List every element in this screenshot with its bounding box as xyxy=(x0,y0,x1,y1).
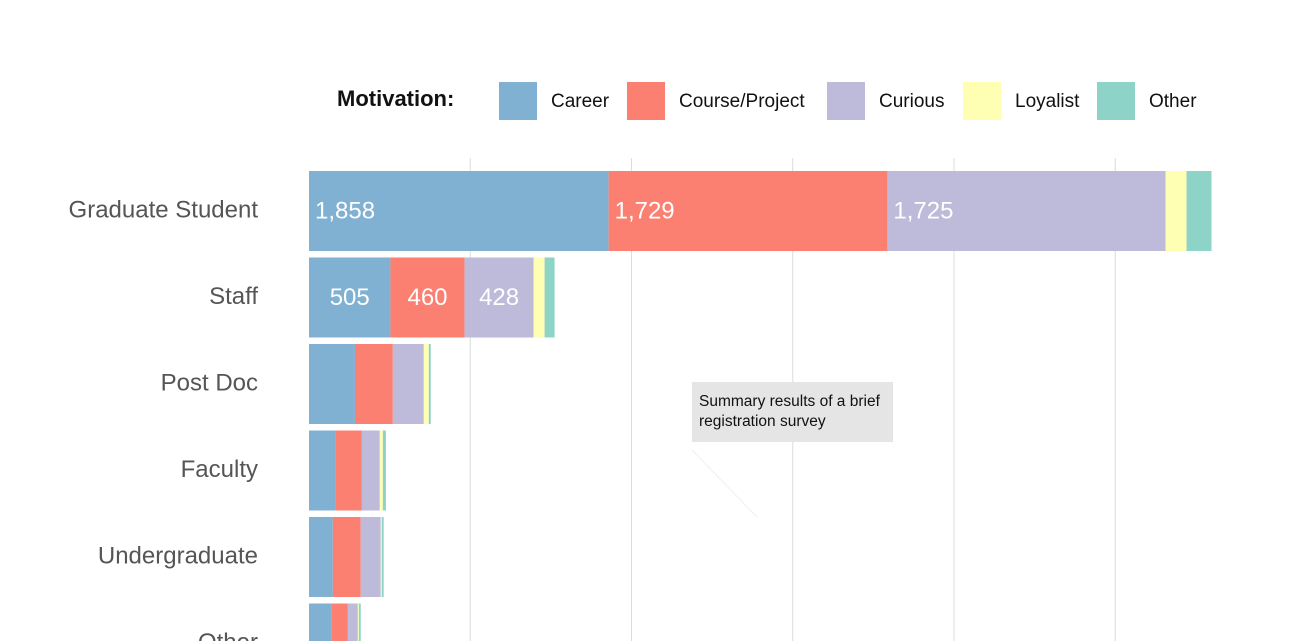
data-label: 428 xyxy=(479,284,519,311)
bar-segment xyxy=(357,603,359,641)
annotation: Summary results of a brief registration … xyxy=(692,382,893,442)
bar-segment xyxy=(309,517,333,597)
bar-segment xyxy=(390,257,465,338)
bar-segment xyxy=(309,257,391,338)
data-label: 1,725 xyxy=(893,197,953,224)
bar-segment xyxy=(392,344,424,424)
data-label: 505 xyxy=(330,284,370,311)
bar-segment xyxy=(309,603,332,641)
bar-segment xyxy=(380,517,382,597)
bar-segment xyxy=(360,517,381,597)
bar-segment xyxy=(309,171,609,251)
bar-segment xyxy=(347,603,358,641)
bar-segment xyxy=(1165,171,1187,251)
legend-title: Motivation: xyxy=(337,86,454,111)
data-label: 460 xyxy=(407,284,447,311)
bar-segment xyxy=(533,257,545,338)
bar-segment xyxy=(309,430,336,511)
bar-segment xyxy=(335,430,362,511)
legend-label: Curious xyxy=(879,91,944,112)
y-tick-label: Staff xyxy=(209,283,258,310)
legend-swatch xyxy=(827,82,865,120)
legend-swatch xyxy=(963,82,1001,120)
bar-segment xyxy=(379,430,383,511)
legend-swatch xyxy=(499,82,537,120)
legend-label: Loyalist xyxy=(1015,91,1080,112)
data-label: 1,729 xyxy=(615,197,675,224)
bar-segment xyxy=(1186,171,1212,251)
bar-segment xyxy=(608,171,888,251)
bar-segment xyxy=(331,603,348,641)
bar-segment xyxy=(361,430,380,511)
legend-swatch xyxy=(1097,82,1135,120)
y-tick-label: Undergraduate xyxy=(98,542,258,569)
bar-segment xyxy=(423,344,429,424)
bar-segment xyxy=(887,171,1166,251)
legend-label: Other xyxy=(1149,91,1197,112)
bar-segment xyxy=(332,517,361,597)
legend-swatch xyxy=(627,82,665,120)
y-tick-label: Other xyxy=(198,629,258,641)
y-tick-label: Post Doc xyxy=(161,369,258,396)
bar-segment xyxy=(382,430,386,511)
bar-segment xyxy=(544,257,555,338)
y-tick-label: Faculty xyxy=(181,456,258,483)
data-label: 1,858 xyxy=(315,197,375,224)
legend-label: Career xyxy=(551,91,610,112)
bar-segment xyxy=(464,257,534,338)
y-tick-label: Graduate Student xyxy=(69,196,259,223)
bar-segment xyxy=(358,603,361,641)
bar-segment xyxy=(381,517,384,597)
bar-segment xyxy=(354,344,393,424)
legend-label: Course/Project xyxy=(679,91,805,112)
bar-segment xyxy=(428,344,431,424)
bar-segment xyxy=(309,344,355,424)
annotation-pointer xyxy=(691,449,758,518)
